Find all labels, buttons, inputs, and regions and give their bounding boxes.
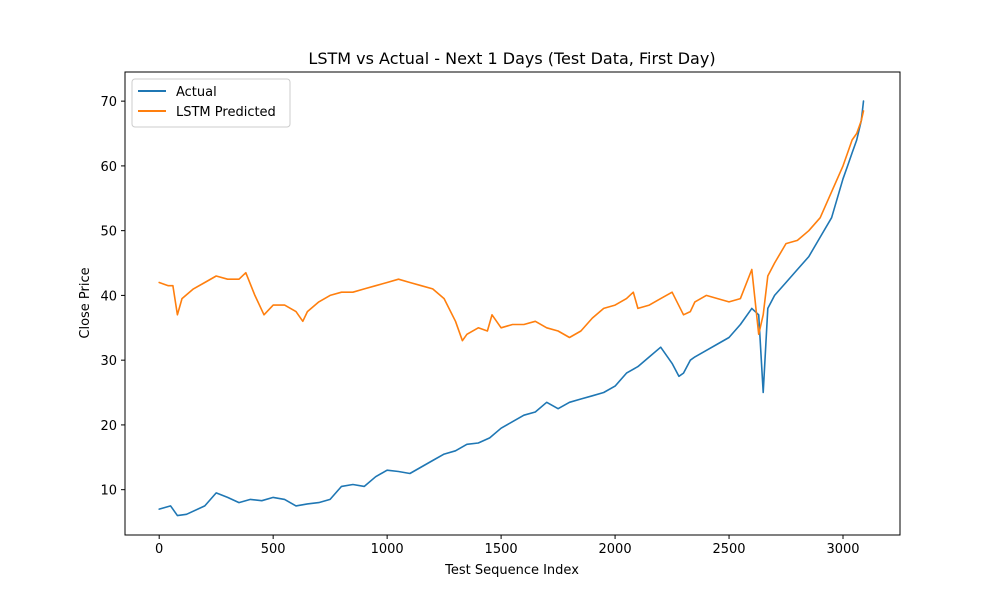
x-tick-label: 1500 <box>485 542 518 557</box>
y-tick-label: 10 <box>100 484 117 499</box>
y-tick-label: 30 <box>100 354 117 369</box>
legend-label-lstm-predicted: LSTM Predicted <box>176 105 276 120</box>
plot-frame <box>124 71 901 536</box>
y-axis: 10 20 30 40 50 60 70 <box>100 95 125 499</box>
y-tick-label: 20 <box>100 419 117 434</box>
legend: Actual LSTM Predicted <box>131 78 291 128</box>
y-tick-label: 60 <box>100 160 117 175</box>
series-layer <box>158 100 865 517</box>
y-tick-label: 50 <box>100 225 117 240</box>
series-line-actual <box>158 100 865 517</box>
x-tick-label: 2500 <box>712 542 745 557</box>
chart-title: LSTM vs Actual - Next 1 Days (Test Data,… <box>308 49 715 68</box>
y-tick-label: 70 <box>100 95 117 110</box>
y-tick-label: 40 <box>100 289 117 304</box>
y-axis-title: Close Price <box>78 267 93 338</box>
x-tick-label: 0 <box>155 542 163 557</box>
x-axis-title: Test Sequence Index <box>444 563 579 578</box>
x-tick-label: 500 <box>261 542 286 557</box>
legend-box <box>131 78 291 128</box>
x-tick-label: 3000 <box>826 542 859 557</box>
series-line-lstm-predicted <box>158 110 865 342</box>
x-tick-label: 2000 <box>599 542 632 557</box>
legend-label-actual: Actual <box>176 85 217 100</box>
x-axis: 0 500 1000 1500 2000 2500 3000 <box>155 535 860 557</box>
x-tick-label: 1000 <box>371 542 404 557</box>
